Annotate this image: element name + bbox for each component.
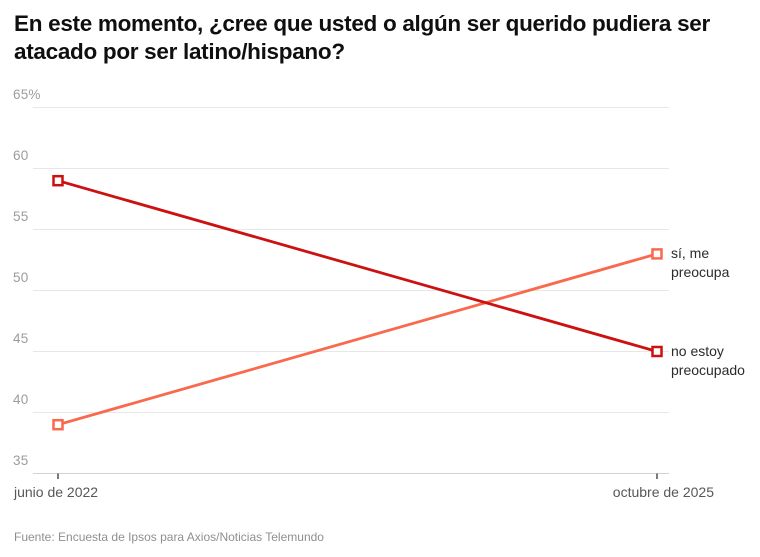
series-label-line: no estoy (671, 343, 724, 359)
series-label-line: sí, me (671, 245, 710, 262)
y-tick-label: 65% (13, 86, 41, 102)
y-tick-label: 55 (13, 208, 29, 224)
data-point-marker (52, 174, 64, 187)
series-line-1 (57, 179, 658, 353)
data-point-marker (651, 345, 663, 358)
chart-title: En este momento, ¿cree que usted o algún… (14, 11, 710, 64)
y-tick-label: 45 (13, 330, 29, 346)
x-axis-label-junio-2022: junio de 2022 (14, 484, 99, 500)
series-label-si-me-preocupa: sí, me preocupa (671, 244, 729, 282)
y-tick-label: 60 (13, 147, 29, 163)
series-label-line: preocupa (671, 264, 730, 281)
y-tick-label: 35 (13, 452, 29, 468)
series-line-0 (57, 252, 658, 427)
series-label-line: preocupado (671, 362, 745, 378)
source-note: Fuente: Encuesta de Ipsos para Axios/Not… (14, 530, 324, 544)
data-point-marker (52, 418, 64, 431)
data-point-marker (651, 248, 663, 260)
y-tick-label: 40 (13, 391, 29, 407)
x-axis-label-octubre-2025: octubre de 2025 (612, 484, 714, 500)
series-label-no-estoy-preocupado: no estoy preocupado (671, 342, 745, 380)
y-tick-label: 50 (13, 269, 29, 285)
